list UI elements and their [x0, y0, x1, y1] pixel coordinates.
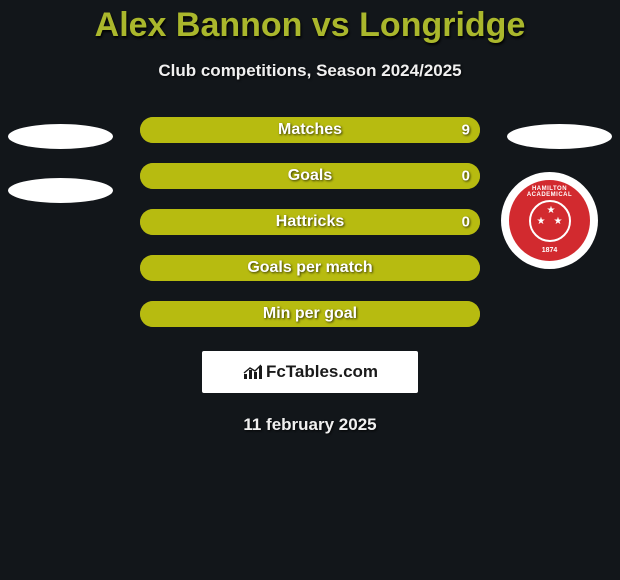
- stat-label: Goals per match: [247, 259, 372, 277]
- player-photo-placeholder-right: [507, 124, 612, 149]
- star-icon: ★: [547, 206, 556, 216]
- brand-text: FcTables.com: [266, 362, 378, 382]
- chart-icon: [242, 363, 264, 381]
- club-badge-inner: HAMILTON ACADEMICAL 1874 ★ ★ ★: [509, 180, 590, 261]
- stat-row-min-per-goal: Min per goal: [140, 301, 480, 327]
- stat-label: Goals: [288, 167, 332, 185]
- stat-row-hattricks: Hattricks 0: [140, 209, 480, 235]
- star-icon: ★: [537, 217, 546, 227]
- stat-value-right: 0: [462, 214, 470, 231]
- club-name-text: HAMILTON ACADEMICAL: [512, 186, 587, 198]
- player-photo-placeholder-left: [8, 124, 113, 149]
- stats-list: Matches 9 Goals 0 Hattricks 0 Goals per …: [140, 117, 480, 327]
- footer-date: 11 february 2025: [0, 415, 620, 435]
- star-icon: ★: [554, 217, 563, 227]
- page-title: Alex Bannon vs Longridge: [0, 6, 620, 45]
- page-subtitle: Club competitions, Season 2024/2025: [0, 61, 620, 81]
- club-logo-placeholder-left: [8, 178, 113, 203]
- brand-badge: FcTables.com: [202, 351, 418, 393]
- stat-label: Matches: [278, 121, 342, 139]
- club-badge-core: ★ ★ ★: [529, 200, 571, 242]
- club-year-text: 1874: [512, 247, 587, 254]
- stat-row-goals: Goals 0: [140, 163, 480, 189]
- stat-value-right: 9: [462, 122, 470, 139]
- club-badge-right: HAMILTON ACADEMICAL 1874 ★ ★ ★: [501, 172, 598, 269]
- stat-value-right: 0: [462, 168, 470, 185]
- stat-row-goals-per-match: Goals per match: [140, 255, 480, 281]
- stat-row-matches: Matches 9: [140, 117, 480, 143]
- stat-label: Min per goal: [263, 305, 357, 323]
- stat-label: Hattricks: [276, 213, 344, 231]
